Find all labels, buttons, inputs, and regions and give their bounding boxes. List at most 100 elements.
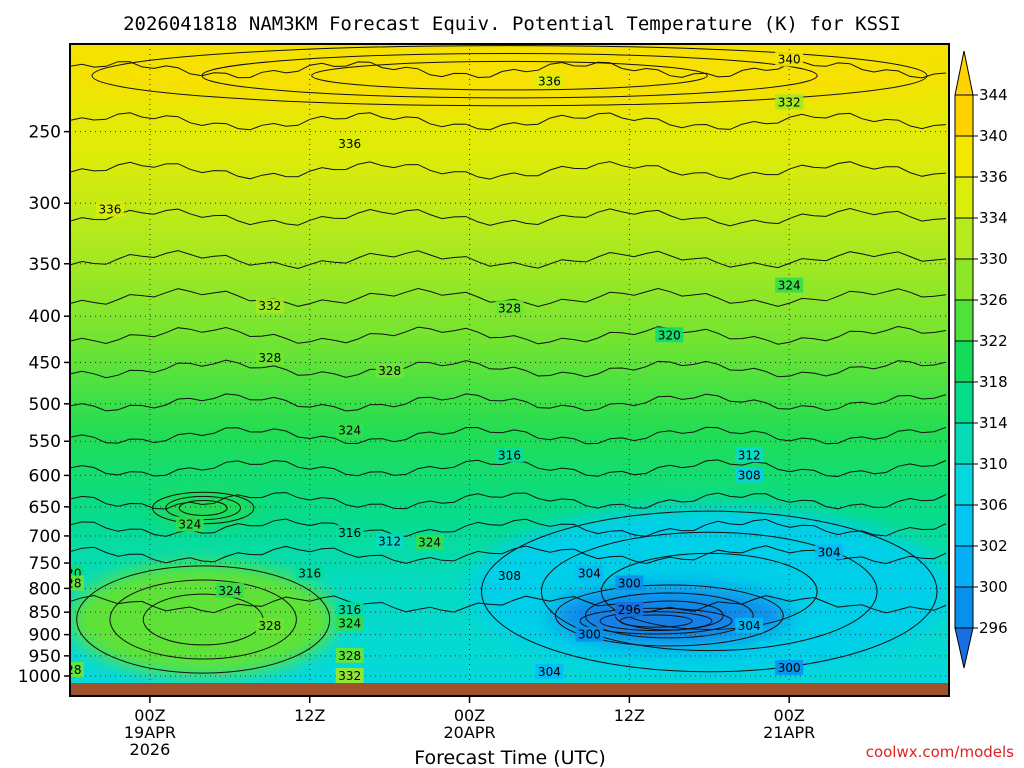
contour-label-32: 300 [575,626,604,642]
contour-label-bg [815,544,844,560]
contour-318 [70,492,947,510]
contour-label-text: 324 [338,617,361,631]
contour-label-text: 316 [298,566,321,580]
colorbar-cell-3 [954,217,974,260]
contour-label-9: 328 [255,350,284,366]
contour-label-bg [215,582,244,598]
contour-label-25: 324 [215,582,244,598]
contour-328 [70,325,947,345]
contour-label-text: 324 [338,423,361,437]
y-tick-label: 550 [29,432,61,452]
region-2-contour-1 [540,531,878,652]
contour-label-17: 312 [375,533,404,549]
contour-label-33: 328 [335,647,364,663]
region-1-contour-2 [178,500,228,516]
contour-label-36: 328 [70,662,84,678]
contour-label-2: 332 [775,94,804,110]
contour-label-bg [375,533,404,549]
contour-label-22: 308 [495,567,524,583]
contour-label-bg [575,626,604,642]
region-2-contour-0 [481,510,938,673]
contour-label-19: 304 [815,544,844,560]
y-tick-label: 650 [29,498,61,518]
x-tick-label: 00Z [774,706,805,725]
colorbar-label: 340 [979,127,1008,145]
contour-label-text: 328 [258,351,281,365]
contour-label-28: 316 [335,601,364,617]
contour-label-21: 316 [295,565,324,581]
y-tick-label: 950 [29,647,61,667]
contour-label-5: 324 [775,277,804,293]
contour-label-text: 328 [59,576,82,590]
y-tick-label: 700 [29,527,61,547]
contour-label-18: 324 [415,534,444,550]
colorbar-label: 300 [979,578,1008,596]
contour-label-bg [70,575,84,591]
contour-label-13: 312 [735,447,764,463]
contour-label-bg [335,615,364,631]
colorbar-label: 306 [979,496,1008,514]
y-tick-label: 850 [29,603,61,623]
colorbar-cell-4 [954,258,974,301]
contour-330 [70,287,947,308]
y-tick-label: 350 [29,255,61,275]
contour-label-text: 316 [498,448,521,462]
colorbar-label: 326 [979,291,1008,309]
contour-label-bg [495,567,524,583]
region-4-contour-1 [599,611,713,632]
contour-label-text: 324 [418,536,441,550]
contour-336 [70,161,947,180]
grid-lines [70,44,949,696]
contour-label-27: 296 [615,601,644,617]
colorbar-label: 314 [979,414,1008,432]
contour-label-bg [415,534,444,550]
contour-label-bg [295,565,324,581]
contour-label-text: 320 [59,566,82,580]
contour-label-text: 304 [538,665,561,679]
contour-label-text: 324 [178,518,201,532]
colorbar-cell-12 [954,586,974,629]
contour-label-bg [95,201,124,217]
x-axis-label: Forecast Time (UTC) [414,747,605,768]
x-tick-label: 21APR [763,723,815,742]
colorbar-label: 318 [979,373,1008,391]
colorbar-cell-1 [954,135,974,178]
y-tick-label: 750 [29,554,61,574]
contour-label-bg [735,617,764,633]
y-tick-label: 800 [29,579,61,599]
contour-label-text: 312 [378,535,401,549]
contour-label-bg [775,660,804,676]
region-4-contour-2 [619,614,693,628]
contour-label-bg [375,363,404,379]
y-tick-label: 500 [29,395,61,415]
contour-label-text: 316 [338,526,361,540]
y-tick-label: 400 [29,307,61,327]
contour-label-bg [535,664,564,680]
contour-label-37: 332 [335,668,364,683]
contour-334 [70,207,947,227]
contour-label-text: 336 [99,203,122,217]
contour-label-text: 332 [258,299,281,313]
contour-label-bg [255,350,284,366]
contour-label-text: 328 [338,649,361,663]
x-tick-label: 12Z [294,706,325,725]
contour-label-text: 328 [378,364,401,378]
contour-312 [70,594,947,614]
contour-324 [70,393,947,412]
x-tick-label: 20APR [444,723,496,742]
contour-label-26: 300 [615,575,644,591]
colorbar-cell-8 [954,422,974,465]
contour-label-text: 308 [738,468,761,482]
y-tick-label: 1000 [18,667,61,687]
contour-label-text: 304 [818,545,841,559]
x-tick-label: 2026 [130,740,171,759]
contour-label-29: 324 [335,615,364,631]
colorbar-label: 330 [979,250,1008,268]
contour-label-23: 304 [575,565,604,581]
contour-label-16: 316 [335,525,364,541]
contour-label-15: 324 [175,516,204,532]
contour-label-text: 316 [338,603,361,617]
contour-label-text: 328 [258,619,281,633]
